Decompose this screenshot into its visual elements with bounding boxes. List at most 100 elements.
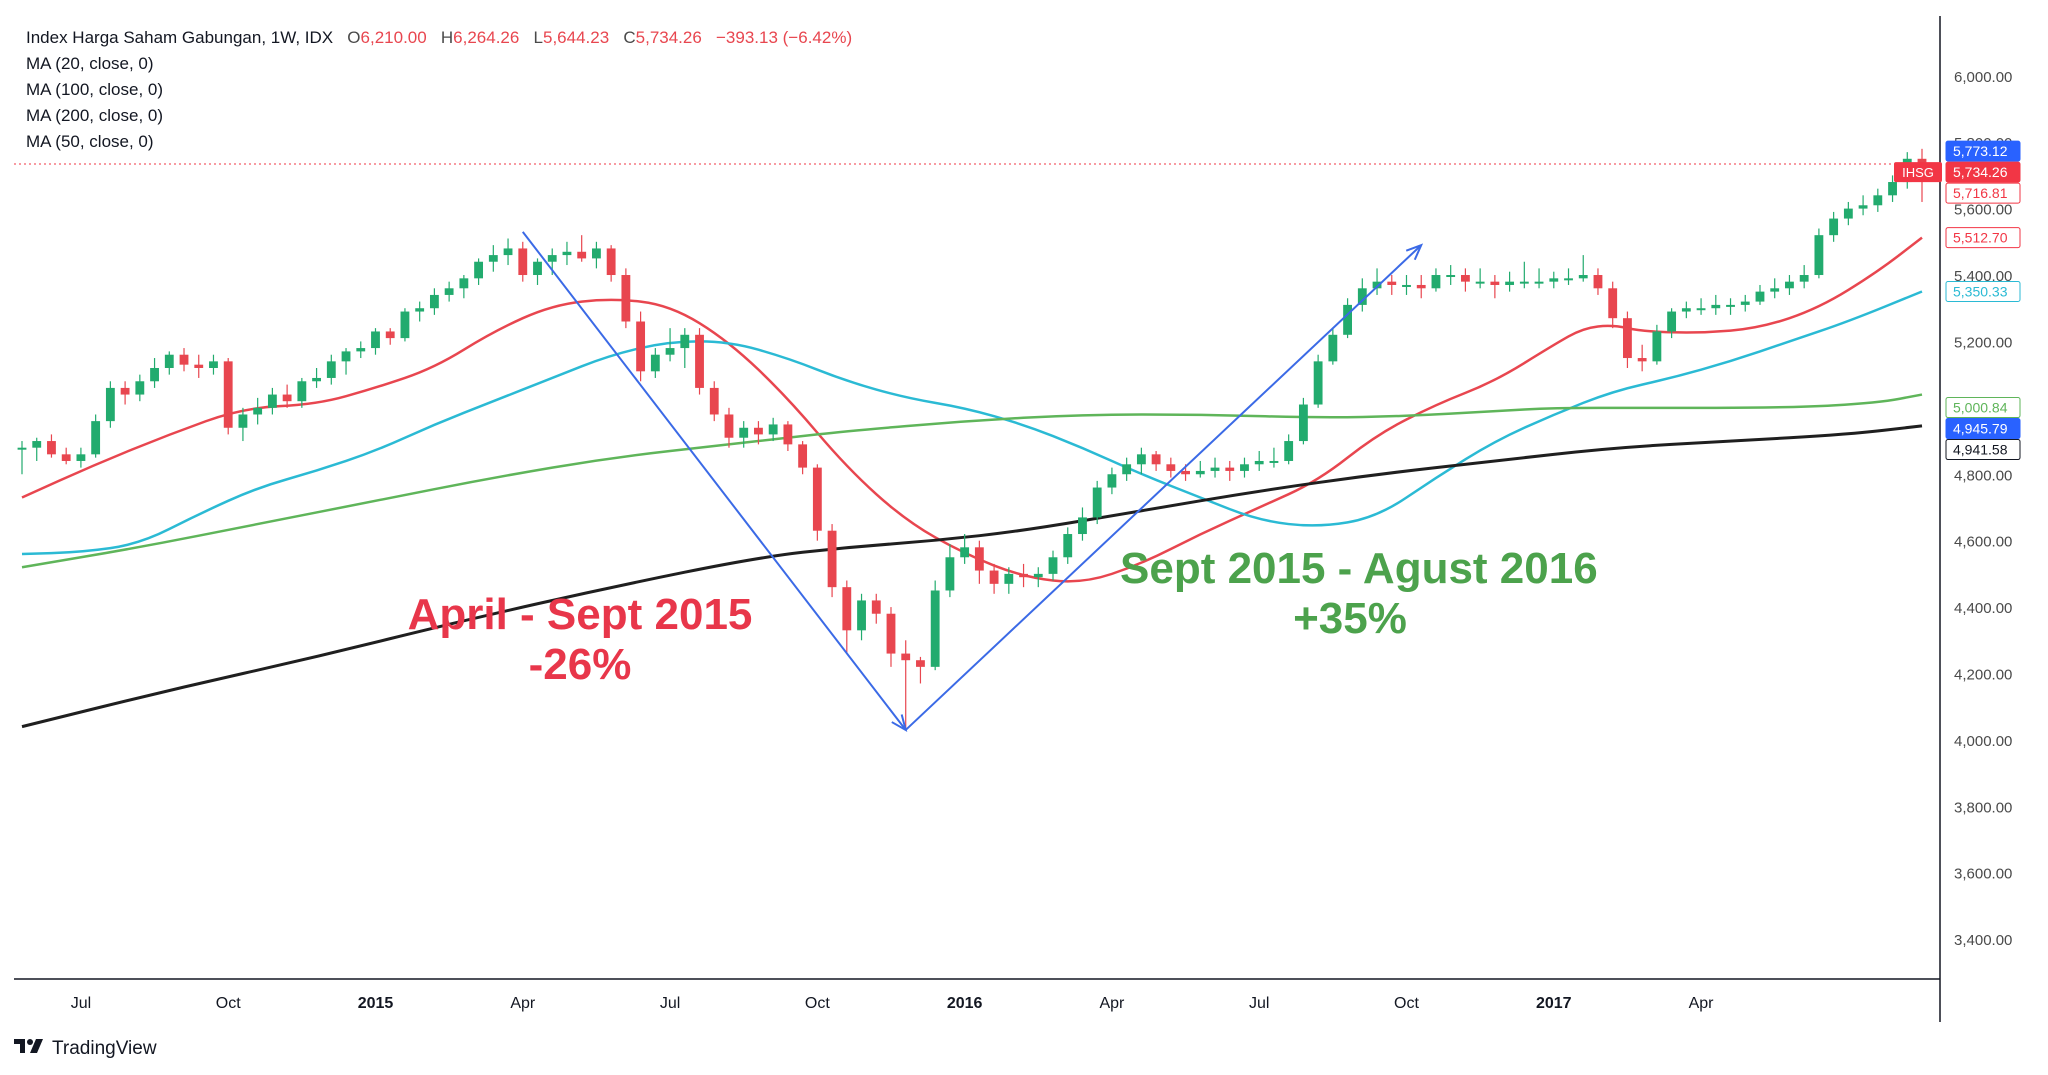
candle-body — [1019, 573, 1028, 578]
candle-body — [592, 248, 601, 259]
candle-body — [1888, 182, 1897, 196]
candle-body — [341, 351, 351, 362]
tradingview-brand-name: TradingView — [52, 1038, 157, 1059]
price-label-box — [1945, 182, 2021, 204]
y-tick-label: 5,600.00 — [1954, 202, 2012, 219]
candle-body — [267, 394, 277, 408]
candle-body — [1033, 573, 1043, 578]
price-label-text: 5,773.12 — [1953, 143, 2008, 159]
price-label-text: 5,512.70 — [1953, 230, 2008, 246]
candle-body — [1519, 281, 1529, 284]
candle-body — [1166, 464, 1176, 471]
close-value: 5,734.26 — [635, 28, 702, 47]
candle-body — [562, 251, 572, 256]
tradingview-brand[interactable]: TradingView — [14, 1037, 157, 1061]
candle-body — [1313, 361, 1323, 405]
candle-body — [1873, 195, 1883, 206]
candle-body — [1004, 573, 1014, 584]
price-label-box — [1945, 439, 2021, 461]
indicator-ma200-label[interactable]: MA (200, close, 0) — [26, 106, 164, 125]
price-label-text: 5,350.33 — [1953, 284, 2008, 300]
low-value: 5,644.23 — [543, 28, 610, 47]
open-label: O — [347, 28, 361, 47]
candle-body — [1785, 281, 1794, 289]
candle-body — [17, 447, 27, 450]
candle-body — [105, 387, 115, 422]
y-tick-label: 3,800.00 — [1954, 799, 2012, 816]
rally-title: Sept 2015 - Agust 2016 — [1120, 544, 1598, 593]
candle-body — [1858, 205, 1868, 209]
x-tick-label: 2016 — [947, 995, 983, 1012]
candle-body — [312, 377, 321, 382]
candle-body — [1637, 358, 1647, 362]
candle-body — [1667, 311, 1677, 332]
trend-arrow-line — [905, 244, 1422, 731]
candle-body — [415, 308, 425, 312]
candle-body — [444, 288, 454, 295]
candle-body — [1549, 278, 1559, 282]
indicator-ma20-label[interactable]: MA (20, close, 0) — [26, 54, 154, 73]
price-label-text: 5,716.81 — [1953, 185, 2008, 201]
candle-body — [827, 530, 837, 588]
x-tick-label: Apr — [510, 995, 536, 1012]
high-value: 6,264.26 — [453, 28, 520, 47]
candle-body — [150, 367, 159, 382]
candle-body — [282, 394, 292, 402]
chart-legend-header: Index Harga Saham Gabungan, 1W, IDX O 6,2… — [26, 28, 852, 48]
candle-body — [1431, 275, 1441, 289]
candle-body — [1799, 275, 1809, 282]
price-label-box — [1945, 397, 2021, 419]
candle-body — [680, 334, 690, 349]
symbol-title: Index Harga Saham Gabungan, 1W, IDX — [26, 28, 334, 47]
candle-body — [1446, 275, 1456, 278]
candle-body — [842, 587, 852, 631]
candle-body — [385, 331, 395, 339]
candle-body — [636, 321, 646, 372]
candle-body — [1681, 308, 1691, 312]
candle-body — [1623, 318, 1632, 359]
candle-body — [974, 547, 984, 571]
candle-body — [1151, 454, 1161, 465]
y-tick-label: 3,400.00 — [1954, 932, 2012, 949]
candle-body — [1814, 235, 1824, 276]
candle-body — [916, 660, 925, 667]
symbol-tag-text: IHSG — [1902, 165, 1934, 180]
candle-body — [1770, 288, 1780, 292]
candle-body — [871, 600, 881, 614]
x-tick-label: Oct — [216, 995, 241, 1012]
candle-body — [783, 424, 793, 445]
candle-body — [1048, 557, 1058, 574]
candle-body — [1696, 308, 1706, 311]
x-tick-label: 2015 — [358, 995, 394, 1012]
candle-body — [1578, 275, 1588, 279]
candle-body — [930, 590, 940, 667]
ma-series-line — [21, 393, 1923, 569]
low-label: L — [533, 28, 543, 47]
candle-body — [724, 414, 734, 438]
decline-title: April - Sept 2015 — [407, 590, 753, 639]
candle-body — [518, 248, 528, 276]
x-tick-label: Jul — [1249, 995, 1269, 1012]
candle-body — [577, 251, 587, 259]
trend-arrow-head — [1405, 243, 1424, 261]
y-tick-label: 3,600.00 — [1954, 866, 2012, 883]
candle-body — [1195, 470, 1205, 475]
candle-body — [1225, 467, 1235, 471]
candle-body — [1328, 334, 1338, 362]
indicator-ma50-label[interactable]: MA (50, close, 0) — [26, 132, 154, 151]
indicator-ma100-label[interactable]: MA (100, close, 0) — [26, 80, 164, 99]
candle-body — [989, 570, 999, 584]
candle-body — [1843, 208, 1853, 219]
candle-body — [164, 354, 174, 368]
candle-body — [356, 348, 366, 352]
candle-body — [1652, 331, 1662, 362]
candle-body — [901, 653, 911, 661]
candle-body — [1357, 288, 1367, 305]
candle-body — [1343, 304, 1352, 335]
price-label-box — [1945, 281, 2021, 303]
candle-body — [945, 557, 955, 591]
candle-body — [459, 278, 469, 289]
candle-body — [76, 454, 86, 461]
change-value: −393.13 (−6.42%) — [716, 28, 853, 47]
